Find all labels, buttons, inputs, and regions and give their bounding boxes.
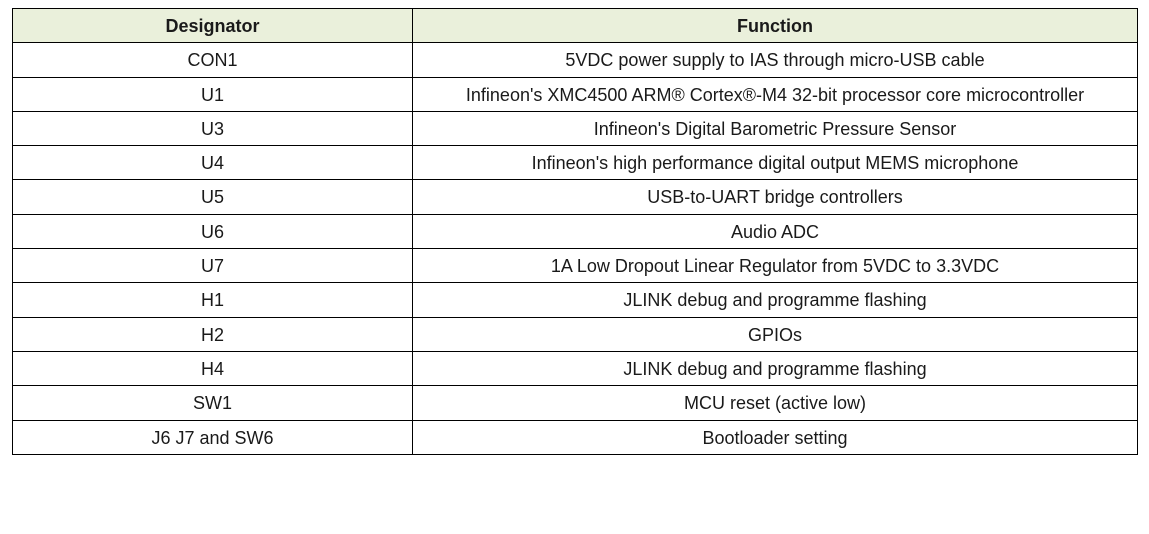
table-row: SW1 MCU reset (active low) [13, 386, 1138, 420]
cell-designator: U1 [13, 77, 413, 111]
table-row: H1 JLINK debug and programme flashing [13, 283, 1138, 317]
cell-designator: J6 J7 and SW6 [13, 420, 413, 454]
cell-function: Bootloader setting [413, 420, 1138, 454]
cell-function: JLINK debug and programme flashing [413, 351, 1138, 385]
cell-designator: U6 [13, 214, 413, 248]
cell-function: 5VDC power supply to IAS through micro-U… [413, 43, 1138, 77]
cell-designator: CON1 [13, 43, 413, 77]
cell-function: MCU reset (active low) [413, 386, 1138, 420]
table-row: J6 J7 and SW6 Bootloader setting [13, 420, 1138, 454]
cell-function: Infineon's Digital Barometric Pressure S… [413, 111, 1138, 145]
cell-designator: SW1 [13, 386, 413, 420]
cell-designator: H4 [13, 351, 413, 385]
cell-designator: H1 [13, 283, 413, 317]
cell-function: Infineon's XMC4500 ARM® Cortex®-M4 32-bi… [413, 77, 1138, 111]
cell-function: Infineon's high performance digital outp… [413, 146, 1138, 180]
cell-designator: U4 [13, 146, 413, 180]
col-header-designator: Designator [13, 9, 413, 43]
cell-function: USB-to-UART bridge controllers [413, 180, 1138, 214]
cell-function: Audio ADC [413, 214, 1138, 248]
table-row: CON1 5VDC power supply to IAS through mi… [13, 43, 1138, 77]
col-header-function: Function [413, 9, 1138, 43]
header-row: Designator Function [13, 9, 1138, 43]
table-row: U4 Infineon's high performance digital o… [13, 146, 1138, 180]
table-row: U1 Infineon's XMC4500 ARM® Cortex®-M4 32… [13, 77, 1138, 111]
cell-function: GPIOs [413, 317, 1138, 351]
cell-designator: H2 [13, 317, 413, 351]
table-row: U3 Infineon's Digital Barometric Pressur… [13, 111, 1138, 145]
component-table: Designator Function CON1 5VDC power supp… [12, 8, 1138, 455]
table-row: H4 JLINK debug and programme flashing [13, 351, 1138, 385]
table-row: H2 GPIOs [13, 317, 1138, 351]
cell-function: JLINK debug and programme flashing [413, 283, 1138, 317]
cell-designator: U7 [13, 249, 413, 283]
table-row: U7 1A Low Dropout Linear Regulator from … [13, 249, 1138, 283]
cell-designator: U5 [13, 180, 413, 214]
table-row: U5 USB-to-UART bridge controllers [13, 180, 1138, 214]
cell-function: 1A Low Dropout Linear Regulator from 5VD… [413, 249, 1138, 283]
table-row: U6 Audio ADC [13, 214, 1138, 248]
cell-designator: U3 [13, 111, 413, 145]
